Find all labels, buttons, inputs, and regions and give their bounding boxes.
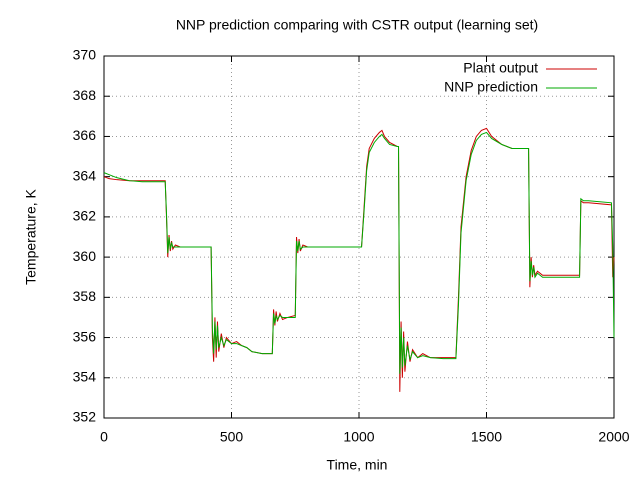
y-tick-label: 356 (73, 328, 97, 344)
y-tick-label: 370 (73, 47, 97, 63)
y-tick-label: 358 (73, 288, 97, 304)
y-tick-label: 368 (73, 87, 97, 103)
y-tick-label: 366 (73, 127, 97, 143)
x-tick-label: 500 (220, 429, 244, 445)
y-tick-label: 352 (73, 409, 97, 425)
x-tick-label: 1000 (343, 429, 374, 445)
y-axis-label: Temperature, K (23, 188, 39, 284)
y-tick-label: 362 (73, 208, 97, 224)
y-tick-label: 364 (73, 167, 97, 183)
y-tick-label: 360 (73, 248, 97, 264)
legend-label: NNP prediction (444, 79, 538, 95)
x-tick-label: 2000 (598, 429, 629, 445)
x-axis-label: Time, min (327, 457, 388, 473)
x-tick-label: 0 (100, 429, 108, 445)
series-line (103, 131, 615, 374)
chart-title: NNP prediction comparing with CSTR outpu… (176, 17, 538, 33)
plot-frame (103, 55, 615, 419)
legend-label: Plant output (463, 60, 538, 76)
y-tick-label: 354 (73, 368, 97, 384)
x-tick-label: 1500 (471, 429, 502, 445)
